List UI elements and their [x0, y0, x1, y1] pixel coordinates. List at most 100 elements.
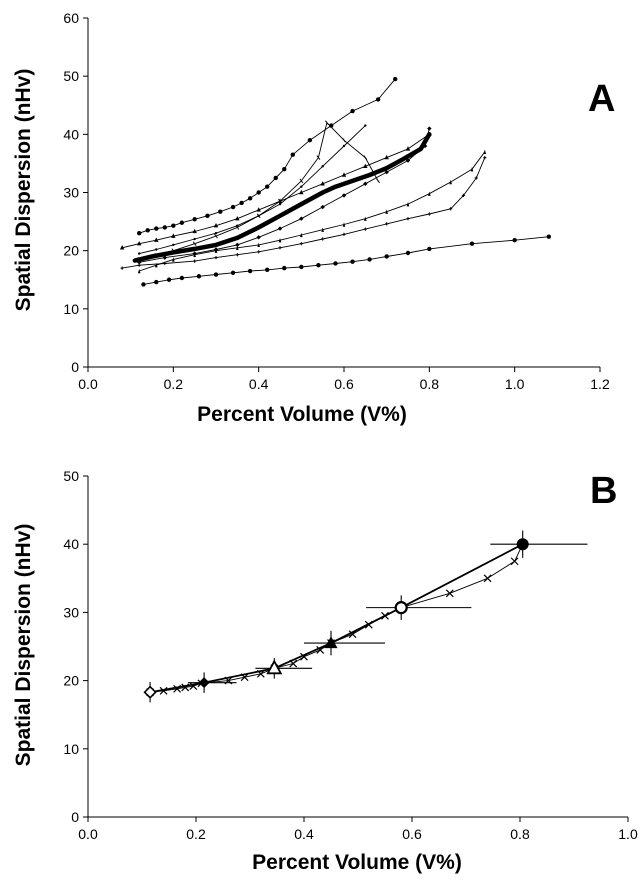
panel-a-series-7 [120, 156, 487, 270]
panel-a-x-axis-title: Percent Volume (V%) [197, 403, 407, 426]
panel-a-series-4-point [299, 178, 304, 184]
panel-a-series-7-point [321, 237, 325, 241]
panel-b-y-tick-label: 0 [71, 809, 79, 825]
panel-b-point-filled-triangle [324, 636, 338, 649]
panel-a-series-2-line [121, 133, 430, 249]
panel-b-x-tick-label: 1.0 [618, 826, 638, 842]
panel-a-series-8-point [512, 237, 517, 243]
panel-b-x-ticks: 0.0 0.2 0.4 0.6 0.8 1.0 [78, 817, 638, 842]
panel-b-series [143, 530, 588, 703]
panel-a-series-1-point [145, 228, 150, 233]
panel-a-series-6-point [172, 257, 175, 262]
panel-a-series-9 [132, 132, 432, 263]
panel-b-y-tick-label: 20 [63, 673, 79, 689]
panel-a-series-1-point [205, 213, 210, 218]
panel-b-y-tick-label: 50 [63, 468, 79, 484]
panel-a-series-6-point [321, 227, 324, 232]
panel-a-series-8-point [350, 259, 355, 264]
panel-a-series-2-point [384, 154, 389, 160]
panel-a-series-6-point [364, 216, 367, 221]
panel-a-series-4-point [363, 155, 368, 160]
panel-a-series-2-point [137, 240, 142, 246]
panel-a-series-2-point [341, 172, 347, 177]
panel-a-series-7-point [193, 259, 197, 263]
panel-a-series-7-point [427, 212, 431, 216]
panel-a-series-1-point [290, 152, 295, 157]
panel-b: 0.0 0.2 0.4 0.6 0.8 1.0 0 10 20 30 40 50 Percent V… [12, 468, 638, 874]
panel-a-series-3-line [138, 125, 366, 255]
panel-a-series-8 [141, 234, 551, 287]
panel-b-x-tick-label: 0.0 [78, 826, 98, 842]
panel-a-series-4-point [376, 178, 381, 184]
panel-a-series-8-point [316, 263, 321, 268]
panel-a-series-8-point [546, 234, 551, 239]
panel-a-y-ticks: 0 10 20 30 40 50 60 [63, 10, 88, 375]
panel-a-series-2-point [171, 233, 176, 238]
panel-a-series-1 [137, 76, 398, 236]
panel-a-series-5-point [256, 235, 261, 240]
panel-a-series-6-point [257, 242, 260, 248]
panel-a-series-8-point [282, 265, 287, 271]
panel-b-letter: B [590, 470, 617, 512]
panel-a-series-2-point [154, 237, 159, 242]
panel-a-series-2-point [320, 181, 325, 186]
panel-a-series-1-point [307, 137, 313, 143]
panel-a-series-1-point [273, 175, 278, 181]
panel-a-x-tick-label: 0.8 [420, 376, 440, 392]
panel-a-series-5-point [427, 126, 432, 131]
panel-b-series-1 [146, 540, 527, 697]
panel-a-series-6-line [138, 151, 486, 272]
panel-a-series-3-point [138, 252, 141, 255]
panel-a-series-5 [137, 126, 432, 265]
panel-a-series-3-point [278, 202, 282, 206]
panel-a-y-tick-label: 60 [63, 10, 79, 26]
panel-a-series-1-line [138, 78, 396, 234]
panel-a-series-1-point [350, 108, 355, 114]
panel-a-series-2-point [256, 207, 261, 212]
panel-a-series-4-point [214, 233, 218, 239]
panel-a-series-5-point [320, 204, 325, 210]
panel-a-series-2-point [192, 228, 197, 234]
panel-a-series-3-point [300, 185, 303, 188]
panel-a-y-tick-label: 40 [63, 126, 79, 142]
panel-a-series-7-point [483, 156, 487, 160]
panel-a-series-6-point [154, 263, 158, 268]
panel-a-series-2-point [119, 245, 125, 250]
panel-a-series-8-point [265, 267, 270, 273]
panel-a-series-6-point [428, 191, 431, 196]
panel-a-series-4-point [235, 225, 240, 230]
panel-a-series-1-point [171, 223, 176, 228]
panel-a-series-1-point [192, 217, 197, 222]
panel-a-series-1-point [393, 76, 398, 82]
panel-a-series-5-point [341, 193, 347, 198]
panel-a-series-6-point [342, 222, 346, 227]
panel-a-series-1-point [218, 209, 223, 214]
panel-a-series-1-point [247, 196, 253, 201]
panel-a: 0.0 0.2 0.4 0.6 0.8 1.0 1.2 0 10 20 30 40 50 60 Perc… [12, 10, 615, 426]
panel-a-series-5-point [235, 242, 240, 248]
panel-a-series-8-line [143, 236, 550, 285]
panel-a-series-8-point [166, 277, 172, 282]
panel-a-series-7-point [363, 227, 367, 231]
panel-a-y-tick-label: 50 [63, 68, 79, 84]
panel-b-x-tick-label: 0.4 [294, 826, 314, 842]
panel-b-y-tick-label: 30 [63, 604, 79, 620]
panel-a-series-8-point [230, 270, 236, 275]
panel-a-series-7-point [257, 250, 261, 254]
panel-a-series-1-point [329, 123, 334, 128]
panel-a-series-4-point [192, 241, 197, 246]
panel-a-series-8-point [179, 275, 185, 281]
panel-a-y-tick-label: 0 [71, 359, 79, 375]
panel-a-series-5-point [162, 255, 167, 260]
panel-a-series-6-point [470, 167, 474, 172]
panel-a-series-7-point [214, 256, 218, 260]
panel-a-series-2-point [235, 215, 240, 221]
panel-a-series-4-point [316, 155, 321, 160]
panel-a-series-3-point [193, 237, 196, 241]
panel-a-series-6-point [449, 179, 452, 185]
panel-b-point-open-triangle [266, 659, 283, 675]
panel-a-y-tick-label: 10 [63, 301, 79, 317]
panel-b-y-tick-label: 40 [63, 536, 79, 552]
panel-a-series-1-point [375, 97, 381, 102]
